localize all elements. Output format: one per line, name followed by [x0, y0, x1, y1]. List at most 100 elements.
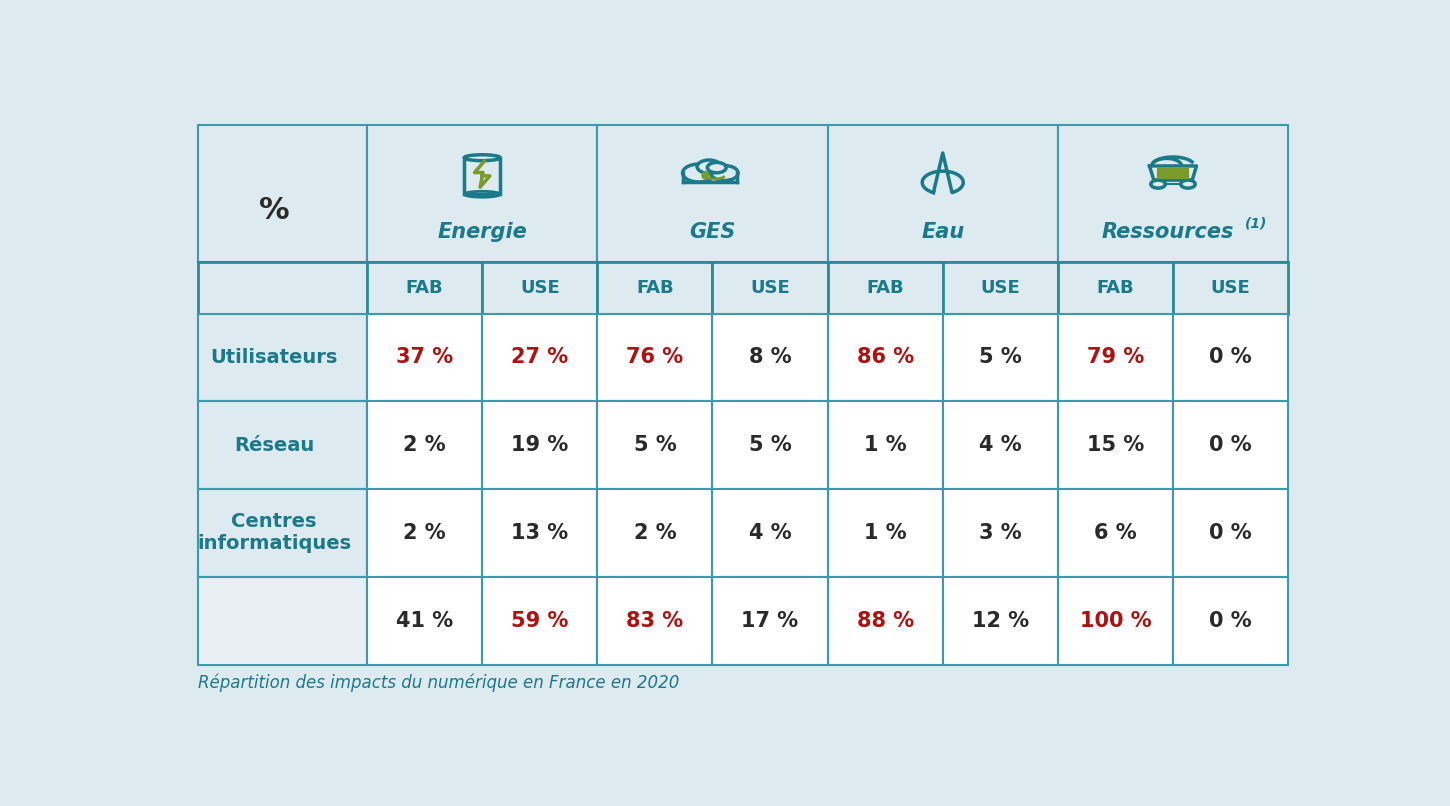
Text: 41 %: 41 %	[396, 611, 454, 631]
Text: Centres
informatiques: Centres informatiques	[197, 513, 351, 554]
Bar	[712, 314, 828, 401]
Bar	[828, 262, 942, 314]
Bar	[199, 577, 367, 665]
Bar	[712, 262, 828, 314]
Text: Réseau: Réseau	[233, 436, 315, 455]
Bar	[367, 262, 483, 314]
Text: 100 %: 100 %	[1080, 611, 1151, 631]
Circle shape	[1180, 180, 1195, 188]
Bar	[942, 314, 1058, 401]
Bar	[199, 262, 367, 314]
Bar	[483, 577, 597, 665]
Bar	[828, 577, 942, 665]
Text: FAB: FAB	[1096, 279, 1134, 297]
Bar	[597, 125, 828, 262]
Text: USE: USE	[980, 279, 1021, 297]
Bar	[483, 401, 597, 489]
Text: 76 %: 76 %	[626, 347, 683, 368]
Bar	[712, 401, 828, 489]
Bar	[828, 401, 942, 489]
Circle shape	[683, 164, 715, 182]
Bar	[828, 125, 1058, 262]
Text: Ressources: Ressources	[1101, 222, 1234, 242]
Text: 27 %: 27 %	[512, 347, 568, 368]
Bar	[1058, 262, 1173, 314]
Bar	[1058, 125, 1288, 262]
Circle shape	[1151, 180, 1166, 188]
Text: USE: USE	[521, 279, 560, 297]
Bar	[367, 577, 483, 665]
Text: Eau: Eau	[921, 222, 964, 242]
Text: 86 %: 86 %	[857, 347, 914, 368]
Text: 83 %: 83 %	[626, 611, 683, 631]
Text: 2 %: 2 %	[403, 435, 447, 455]
Text: USE: USE	[750, 279, 790, 297]
Text: 0 %: 0 %	[1209, 611, 1251, 631]
Text: Répartition des impacts du numérique en France en 2020: Répartition des impacts du numérique en …	[199, 674, 680, 692]
Bar	[712, 577, 828, 665]
Text: 4 %: 4 %	[979, 435, 1022, 455]
Text: 37 %: 37 %	[396, 347, 454, 368]
Text: 8 %: 8 %	[748, 347, 792, 368]
Text: FAB: FAB	[406, 279, 444, 297]
Text: Energie: Energie	[438, 222, 526, 242]
Text: 5 %: 5 %	[634, 435, 676, 455]
Text: 5 %: 5 %	[748, 435, 792, 455]
Bar	[483, 262, 597, 314]
Text: 59 %: 59 %	[510, 611, 568, 631]
Bar	[942, 401, 1058, 489]
Bar	[199, 401, 367, 489]
Text: 4 %: 4 %	[748, 523, 792, 543]
Text: 88 %: 88 %	[857, 611, 914, 631]
Bar	[712, 489, 828, 577]
Bar	[597, 401, 712, 489]
Text: (1): (1)	[1246, 217, 1267, 231]
Text: 19 %: 19 %	[512, 435, 568, 455]
Text: Utilisateurs: Utilisateurs	[210, 348, 338, 367]
Text: FAB: FAB	[866, 279, 903, 297]
Bar	[828, 314, 942, 401]
Text: 6 %: 6 %	[1095, 523, 1137, 543]
Bar	[1058, 489, 1173, 577]
Bar	[1173, 262, 1288, 314]
Circle shape	[710, 165, 738, 181]
Text: 1 %: 1 %	[864, 523, 906, 543]
Text: 3 %: 3 %	[979, 523, 1022, 543]
Text: %: %	[258, 196, 290, 225]
Text: 17 %: 17 %	[741, 611, 799, 631]
Bar	[199, 489, 367, 577]
Bar	[1173, 401, 1288, 489]
Bar	[367, 125, 597, 262]
Bar	[1058, 401, 1173, 489]
Text: 79 %: 79 %	[1088, 347, 1144, 368]
Bar	[1173, 314, 1288, 401]
Text: 0 %: 0 %	[1209, 435, 1251, 455]
Text: FAB: FAB	[637, 279, 674, 297]
Bar	[199, 314, 367, 401]
Circle shape	[697, 160, 721, 173]
Bar	[199, 125, 367, 262]
Text: 1 %: 1 %	[864, 435, 906, 455]
Text: 0 %: 0 %	[1209, 523, 1251, 543]
Text: 5 %: 5 %	[979, 347, 1022, 368]
Text: 0 %: 0 %	[1209, 347, 1251, 368]
Bar	[597, 314, 712, 401]
Bar	[597, 577, 712, 665]
Text: 15 %: 15 %	[1088, 435, 1144, 455]
Bar	[1058, 577, 1173, 665]
Bar	[942, 577, 1058, 665]
Bar	[942, 262, 1058, 314]
Bar	[367, 401, 483, 489]
Polygon shape	[1150, 166, 1196, 180]
Bar	[597, 489, 712, 577]
Ellipse shape	[464, 155, 500, 160]
Circle shape	[708, 163, 726, 172]
Bar	[1173, 489, 1288, 577]
Text: 13 %: 13 %	[512, 523, 568, 543]
Bar	[1173, 577, 1288, 665]
Text: 12 %: 12 %	[972, 611, 1030, 631]
Text: 2 %: 2 %	[403, 523, 447, 543]
Text: 2 %: 2 %	[634, 523, 676, 543]
Bar	[464, 158, 500, 194]
Bar	[483, 489, 597, 577]
